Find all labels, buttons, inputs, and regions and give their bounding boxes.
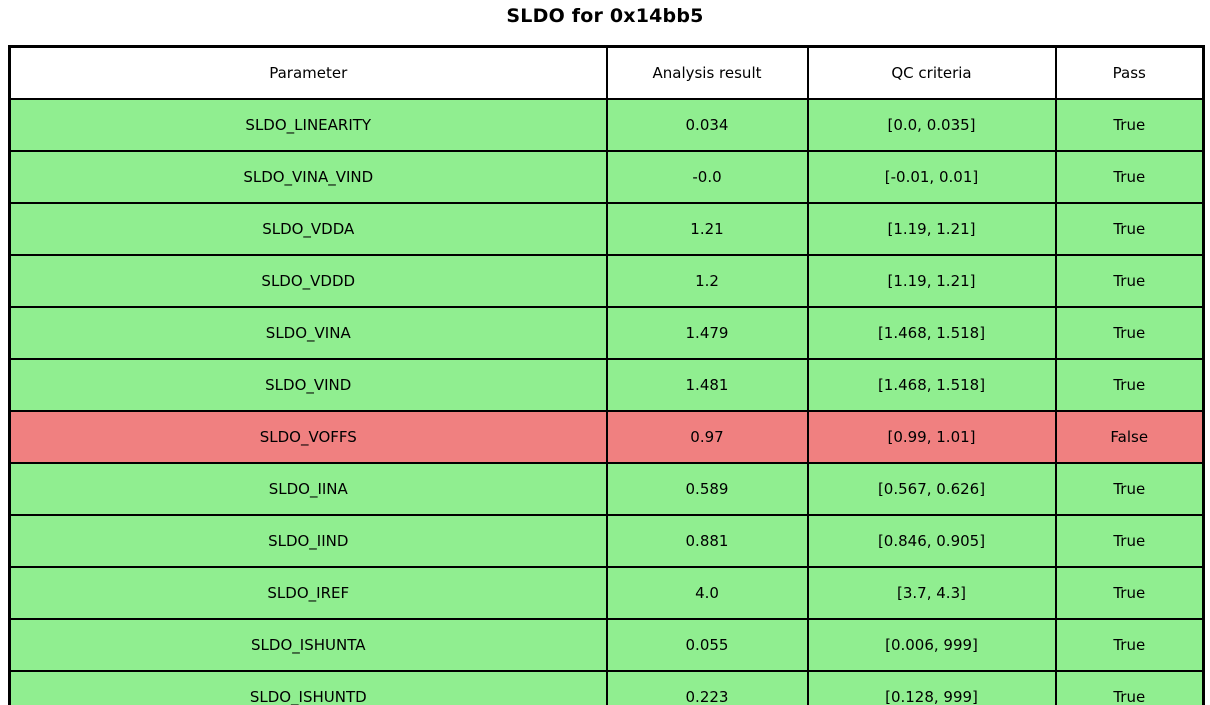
analysis-result-cell: 0.223 (605, 670, 809, 705)
table-row: SLDO_ISHUNTA 0.055 [0.006, 999] True (8, 618, 1205, 672)
analysis-result-cell: 1.2 (605, 254, 809, 308)
qc-criteria-cell: [1.468, 1.518] (806, 306, 1057, 360)
column-header: Parameter (8, 45, 608, 100)
table-row: SLDO_VINA_VIND -0.0 [-0.01, 0.01] True (8, 150, 1205, 204)
pass-cell: True (1054, 566, 1205, 620)
pass-cell: True (1054, 150, 1205, 204)
analysis-result-cell: 0.97 (605, 410, 809, 464)
pass-cell: True (1054, 254, 1205, 308)
qc-criteria-cell: [1.19, 1.21] (806, 254, 1057, 308)
table-row: SLDO_ISHUNTD 0.223 [0.128, 999] True (8, 670, 1205, 705)
parameter-cell: SLDO_IINA (8, 462, 608, 516)
qc-criteria-cell: [0.567, 0.626] (806, 462, 1057, 516)
table-row: SLDO_VIND 1.481 [1.468, 1.518] True (8, 358, 1205, 412)
page-title: SLDO for 0x14bb5 (506, 5, 704, 27)
parameter-cell: SLDO_ISHUNTA (8, 618, 608, 672)
header-row: Parameter Analysis result QC criteria Pass (8, 45, 1205, 100)
parameter-cell: SLDO_VINA_VIND (8, 150, 608, 204)
qc-criteria-cell: [-0.01, 0.01] (806, 150, 1057, 204)
pass-cell: True (1054, 514, 1205, 568)
parameter-cell: SLDO_VIND (8, 358, 608, 412)
column-header: Analysis result (605, 45, 809, 100)
table-row: SLDO_VDDD 1.2 [1.19, 1.21] True (8, 254, 1205, 308)
column-header: QC criteria (806, 45, 1057, 100)
pass-cell: True (1054, 306, 1205, 360)
table-row: SLDO_VDDA 1.21 [1.19, 1.21] True (8, 202, 1205, 256)
parameter-cell: SLDO_VINA (8, 306, 608, 360)
table-row: SLDO_IIND 0.881 [0.846, 0.905] True (8, 514, 1205, 568)
analysis-result-cell: 4.0 (605, 566, 809, 620)
analysis-result-cell: 1.21 (605, 202, 809, 256)
parameter-cell: SLDO_IREF (8, 566, 608, 620)
analysis-result-cell: -0.0 (605, 150, 809, 204)
parameter-cell: SLDO_VOFFS (8, 410, 608, 464)
table-row: SLDO_VOFFS 0.97 [0.99, 1.01] False (8, 410, 1205, 464)
qc-criteria-cell: [0.0, 0.035] (806, 98, 1057, 152)
pass-cell: True (1054, 98, 1205, 152)
qc-criteria-cell: [0.846, 0.905] (806, 514, 1057, 568)
table-row: SLDO_IREF 4.0 [3.7, 4.3] True (8, 566, 1205, 620)
parameter-cell: SLDO_LINEARITY (8, 98, 608, 152)
analysis-result-cell: 1.479 (605, 306, 809, 360)
analysis-result-cell: 0.881 (605, 514, 809, 568)
qc-criteria-cell: [1.468, 1.518] (806, 358, 1057, 412)
parameter-cell: SLDO_VDDD (8, 254, 608, 308)
pass-cell: True (1054, 358, 1205, 412)
qc-results-table: Parameter Analysis result QC criteria Pass … (8, 45, 1205, 705)
table-header: Parameter Analysis result QC criteria Pass (8, 45, 1205, 100)
analysis-result-cell: 0.034 (605, 98, 809, 152)
qc-criteria-cell: [0.128, 999] (806, 670, 1057, 705)
analysis-result-cell: 0.589 (605, 462, 809, 516)
column-header: Pass (1054, 45, 1205, 100)
table-row: SLDO_IINA 0.589 [0.567, 0.626] True (8, 462, 1205, 516)
table-row: SLDO_VINA 1.479 [1.468, 1.518] True (8, 306, 1205, 360)
qc-criteria-cell: [1.19, 1.21] (806, 202, 1057, 256)
pass-cell: True (1054, 670, 1205, 705)
qc-criteria-cell: [0.006, 999] (806, 618, 1057, 672)
pass-cell: True (1054, 618, 1205, 672)
analysis-result-cell: 0.055 (605, 618, 809, 672)
pass-cell: True (1054, 462, 1205, 516)
qc-criteria-cell: [3.7, 4.3] (806, 566, 1057, 620)
pass-cell: False (1054, 410, 1205, 464)
table-body: SLDO_LINEARITY 0.034 [0.0, 0.035] True SLDO_… (8, 98, 1205, 705)
analysis-result-cell: 1.481 (605, 358, 809, 412)
parameter-cell: SLDO_IIND (8, 514, 608, 568)
pass-cell: True (1054, 202, 1205, 256)
parameter-cell: SLDO_ISHUNTD (8, 670, 608, 705)
parameter-cell: SLDO_VDDA (8, 202, 608, 256)
table-row: SLDO_LINEARITY 0.034 [0.0, 0.035] True (8, 98, 1205, 152)
qc-criteria-cell: [0.99, 1.01] (806, 410, 1057, 464)
